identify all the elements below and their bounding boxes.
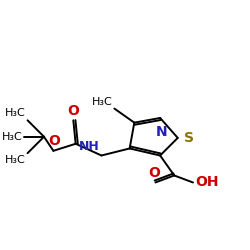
Text: H₃C: H₃C <box>5 155 26 165</box>
Text: H₃C: H₃C <box>92 98 112 108</box>
Text: OH: OH <box>195 176 219 190</box>
Text: N: N <box>156 125 167 139</box>
Text: H₃C: H₃C <box>5 108 26 118</box>
Text: O: O <box>148 166 160 180</box>
Text: O: O <box>68 104 79 118</box>
Text: S: S <box>184 131 194 145</box>
Text: NH: NH <box>78 140 99 153</box>
Text: O: O <box>48 134 60 147</box>
Text: H₃C: H₃C <box>2 132 22 142</box>
